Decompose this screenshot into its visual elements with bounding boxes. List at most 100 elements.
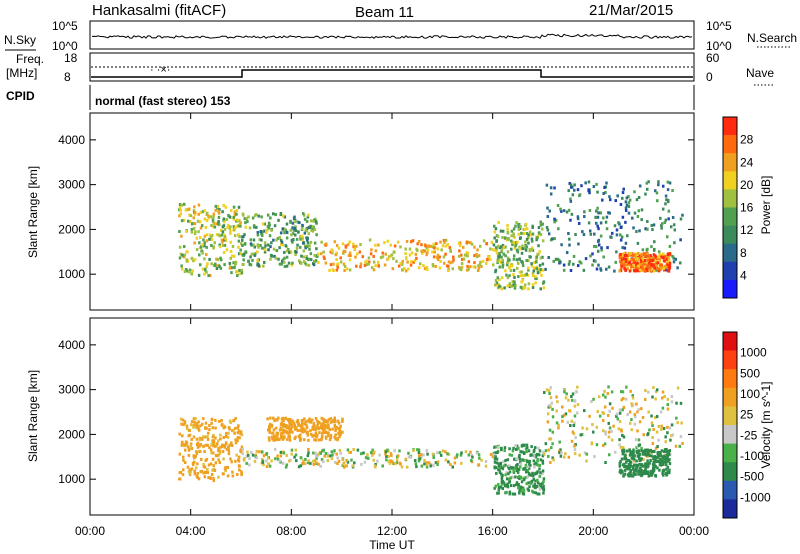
heatmap-cell	[580, 184, 583, 188]
heatmap-cell	[214, 444, 217, 448]
heatmap-cell	[183, 421, 187, 425]
heatmap-cell	[305, 255, 308, 259]
heatmap-cell	[537, 463, 540, 467]
heatmap-cell	[506, 263, 509, 267]
heatmap-cell	[512, 257, 516, 261]
heatmap-cell	[573, 444, 576, 448]
heatmap-cell	[631, 393, 634, 397]
heatmap-cell	[553, 186, 556, 190]
heatmap-cell	[615, 412, 619, 416]
heatmap-cell	[628, 261, 631, 265]
heatmap-cell	[297, 429, 300, 433]
heatmap-cell	[256, 250, 259, 254]
heatmap-cell	[370, 248, 373, 252]
heatmap-cell	[527, 268, 530, 272]
heatmap-cell	[661, 473, 665, 477]
heatmap-cell	[280, 432, 283, 436]
heatmap-cell	[277, 416, 280, 420]
heatmap-cell	[516, 249, 520, 253]
heatmap-cell	[190, 446, 194, 450]
heatmap-cell	[206, 262, 209, 266]
heatmap-cell	[574, 436, 577, 440]
colorbar-segment	[723, 425, 737, 444]
heatmap-cell	[285, 255, 289, 259]
heatmap-cell	[418, 457, 421, 461]
colorbar-segment	[723, 135, 737, 154]
heatmap-cell	[343, 269, 346, 273]
heatmap-cell	[265, 465, 269, 469]
heatmap-cell	[656, 445, 659, 449]
heatmap-cell	[511, 280, 515, 284]
heatmap-cell	[567, 208, 571, 212]
heatmap-cell	[345, 459, 348, 463]
heatmap-cell	[280, 240, 284, 244]
heatmap-cell	[442, 261, 446, 265]
heatmap-cell	[666, 262, 670, 266]
heatmap-cell	[500, 472, 503, 476]
heatmap-cell	[660, 449, 664, 453]
heatmap-cell	[647, 451, 650, 455]
heatmap-cell	[655, 268, 658, 272]
heatmap-cell	[351, 464, 354, 468]
heatmap-cell	[497, 464, 501, 468]
heatmap-cell	[546, 420, 550, 424]
heatmap-cell	[212, 464, 215, 468]
freq-trace	[91, 69, 693, 78]
heatmap-cell	[622, 187, 625, 191]
heatmap-cell	[390, 454, 393, 458]
heatmap-cell	[209, 233, 212, 237]
heatmap-cell	[666, 470, 669, 474]
heatmap-cell	[294, 233, 297, 237]
heatmap-cell	[536, 271, 540, 275]
heatmap-cell	[185, 442, 188, 446]
heatmap-cell	[253, 245, 256, 249]
heatmap-cell	[405, 465, 409, 469]
heatmap-cell	[610, 429, 613, 433]
heatmap-cell	[188, 433, 192, 437]
heatmap-cell	[307, 459, 310, 463]
heatmap-cell	[182, 202, 186, 206]
colorbar-segment	[723, 332, 737, 351]
heatmap-cell	[201, 251, 204, 255]
heatmap-cell	[444, 252, 447, 256]
heatmap-cell	[604, 185, 608, 189]
power-heatmap	[178, 180, 684, 291]
heatmap-cell	[277, 218, 280, 222]
colorbar-segment	[723, 225, 737, 244]
heatmap-cell	[523, 227, 527, 231]
heatmap-cell	[352, 447, 355, 451]
heatmap-cell	[666, 453, 669, 457]
colorbar-segment	[723, 443, 737, 463]
heatmap-cell	[632, 263, 635, 267]
heatmap-cell	[478, 456, 481, 460]
heatmap-cell	[522, 451, 526, 455]
heatmap-cell	[303, 244, 307, 248]
heatmap-cell	[502, 460, 505, 464]
heatmap-cell	[635, 198, 639, 202]
heatmap-cell	[223, 243, 227, 247]
heatmap-cell	[678, 444, 682, 448]
colorbar-segment	[723, 499, 737, 519]
heatmap-cell	[620, 253, 624, 257]
heatmap-cell	[547, 256, 550, 260]
heatmap-cell	[207, 274, 210, 278]
heatmap-cell	[573, 183, 576, 187]
heatmap-cell	[576, 411, 579, 415]
heatmap-cell	[384, 252, 388, 256]
heatmap-cell	[502, 481, 506, 485]
heatmap-cell	[622, 474, 625, 478]
heatmap-cell	[500, 482, 504, 486]
heatmap-cell	[417, 448, 421, 452]
heatmap-cell	[387, 255, 391, 259]
heatmap-cell	[507, 466, 511, 470]
heatmap-cell	[493, 445, 496, 449]
heatmap-cell	[623, 465, 626, 469]
heatmap-cell	[621, 390, 625, 394]
heatmap-cell	[674, 444, 678, 448]
heatmap-cell	[588, 414, 591, 418]
heatmap-cell	[178, 256, 182, 260]
heatmap-cell	[623, 455, 627, 459]
heatmap-cell	[498, 251, 501, 255]
heatmap-cell	[178, 452, 182, 456]
heatmap-cell	[630, 265, 633, 269]
